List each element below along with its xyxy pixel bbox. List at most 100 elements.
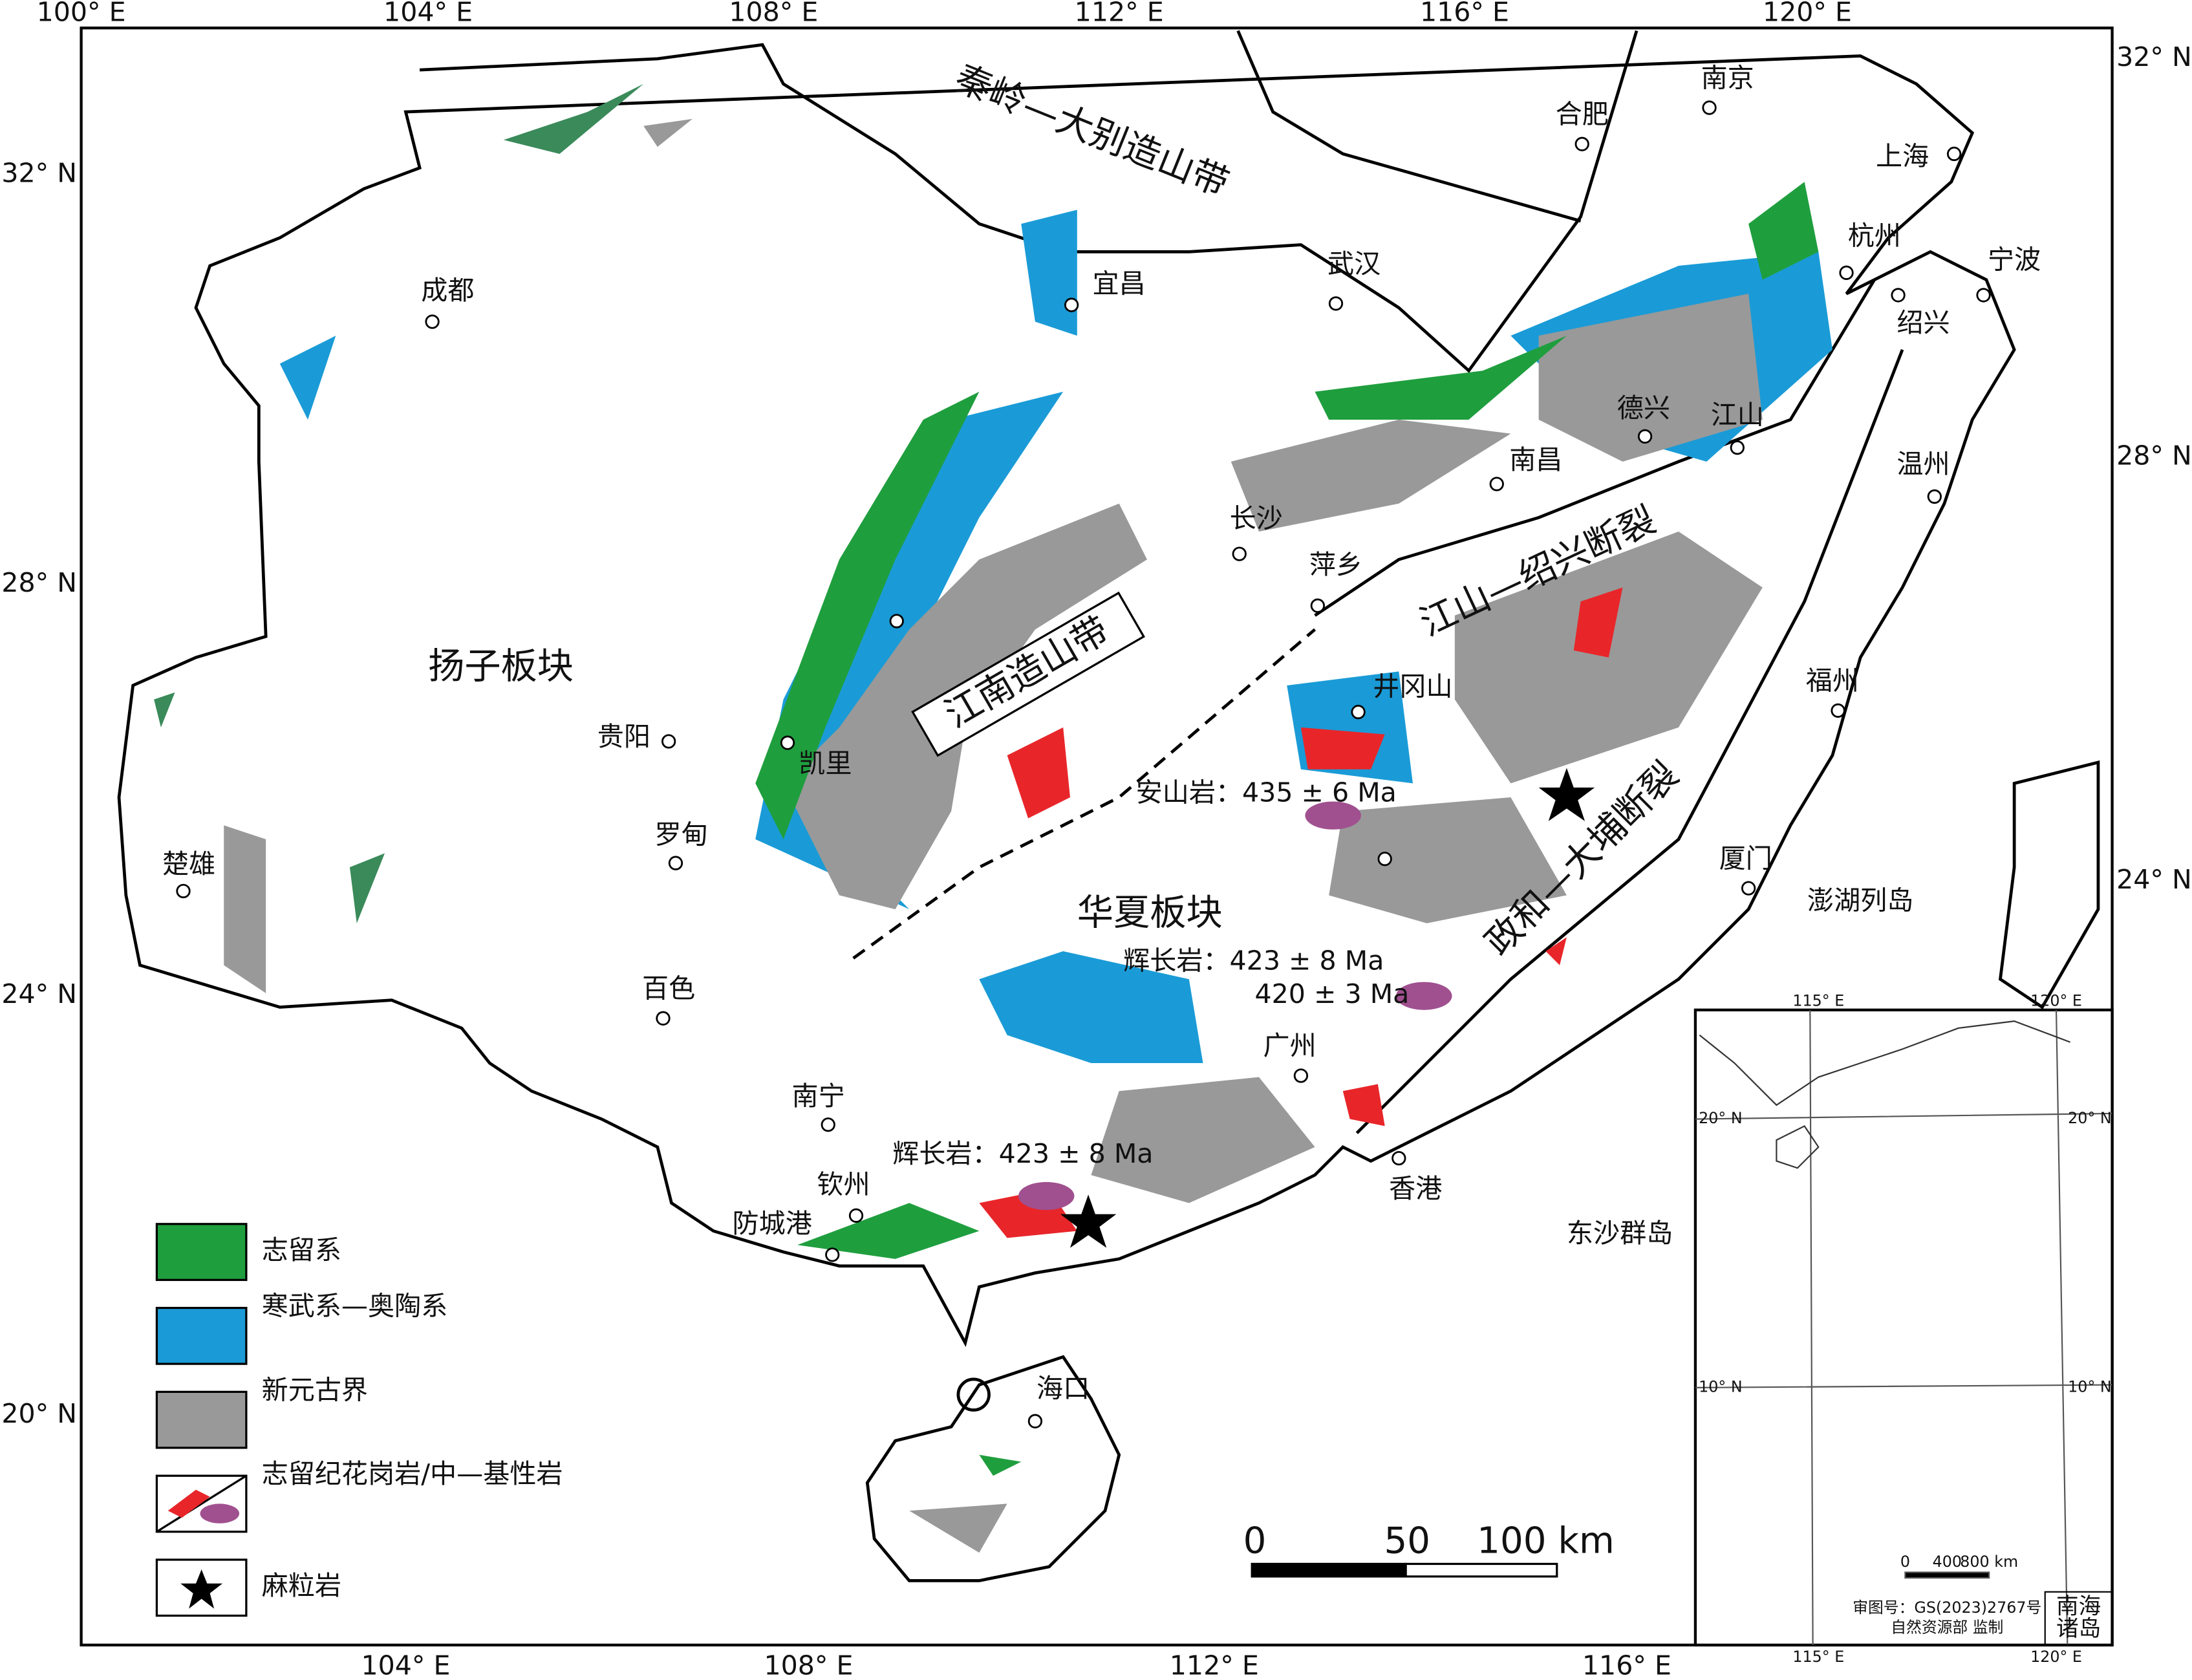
city-dot — [1946, 146, 1962, 162]
legend-label: 志留系 — [262, 1234, 341, 1265]
city-dot — [1741, 881, 1756, 896]
strata — [154, 83, 1832, 1553]
city-dot — [1976, 288, 1991, 303]
inset-lat: 20° N — [2068, 1109, 2112, 1127]
city-dot — [1702, 100, 1717, 115]
inset-lat: 20° N — [1699, 1109, 1743, 1127]
lat-label: 24° N — [1, 978, 77, 1009]
region-box — [911, 591, 1146, 757]
island-label: 澎湖列岛 — [1807, 885, 1913, 916]
city-label: 楚雄 — [162, 848, 215, 879]
city-dot — [1232, 546, 1247, 561]
city-dot — [1574, 136, 1589, 151]
city-label: 贵阳 — [597, 721, 650, 752]
inset — [1693, 1008, 2114, 1647]
city-label: 香港 — [1389, 1173, 1442, 1204]
city-dot — [1637, 429, 1653, 444]
inset-scale: 800 km — [1960, 1553, 2018, 1571]
inset-lon: 120° E — [2030, 1648, 2082, 1666]
inset-title: 诸岛 — [2056, 1616, 2101, 1642]
lon-label: 112° E — [1075, 0, 1164, 28]
lon-label: 104° E — [361, 1650, 450, 1680]
city-dot — [1891, 288, 1906, 303]
lat-label: 20° N — [1, 1398, 77, 1429]
lat-label: 28° N — [2116, 440, 2192, 471]
lon-label: 116° E — [1420, 0, 1509, 28]
city-label: 江山 — [1711, 400, 1764, 431]
age-label: 安山岩：435 ± 6 Ma — [1136, 777, 1397, 808]
lon-label: 116° E — [1582, 1650, 1671, 1680]
scale-bar — [1251, 1562, 1558, 1578]
city-dot — [1927, 489, 1942, 504]
city-label: 温州 — [1897, 448, 1950, 479]
legend-label: 新元古界 — [262, 1374, 368, 1405]
city-dot — [848, 1208, 864, 1223]
age-label: 辉长岩：423 ± 8 Ma — [1123, 945, 1384, 976]
city-dot — [1027, 1414, 1043, 1428]
lon-label: 112° E — [1170, 1650, 1259, 1680]
city-label: 德兴 — [1617, 393, 1670, 424]
region-label: 扬子板块 — [428, 646, 574, 688]
lat-label: 28° N — [1, 567, 77, 598]
scale-label: 50 — [1384, 1520, 1431, 1562]
inset-lat: 10° N — [1699, 1377, 1743, 1395]
city-dot — [1730, 440, 1745, 455]
age-label: 辉长岩：423 ± 8 Ma — [892, 1138, 1153, 1169]
inset-lon: 115° E — [1792, 1648, 1844, 1666]
lon-label: 108° E — [729, 0, 818, 28]
city-dot — [1310, 598, 1326, 613]
legend-label: 麻粒岩 — [262, 1570, 341, 1601]
city-dot — [1064, 297, 1079, 312]
city-dot — [1831, 703, 1845, 718]
city-label: 凯里 — [799, 748, 852, 779]
city-dot — [1377, 852, 1392, 867]
city-dot — [780, 735, 795, 750]
outlines — [117, 30, 2100, 1582]
lat-label: 32° N — [2116, 41, 2192, 72]
legend-label: 志留纪花岗岩/中—基性岩 — [262, 1458, 563, 1489]
scale-label: 0 — [1243, 1520, 1267, 1562]
city-label: 百色 — [642, 973, 695, 1004]
lon-label: 108° E — [764, 1650, 853, 1680]
city-dot — [1839, 265, 1854, 280]
lat-label: 24° N — [2116, 864, 2192, 895]
city-dot — [1328, 296, 1344, 311]
region-label: 华夏板块 — [1077, 892, 1223, 934]
city-dot — [668, 856, 683, 870]
inset-title: 南海 — [2056, 1594, 2101, 1620]
city-label: 武汉 — [1327, 248, 1381, 279]
legend-swatches — [155, 1223, 248, 1617]
city-label: 广州 — [1263, 1030, 1316, 1061]
city-label: 福州 — [1806, 665, 1859, 696]
lon-label: 120° E — [1763, 0, 1852, 28]
inset-scale: 400 — [1933, 1553, 1962, 1571]
city-dot — [1489, 477, 1504, 491]
inset-lon: 120° E — [2030, 991, 2082, 1009]
city-dot — [425, 314, 440, 329]
city-label: 成都 — [421, 275, 474, 306]
city-dot — [825, 1247, 840, 1262]
city-label: 宁波 — [1988, 244, 2041, 275]
lat-label: 32° N — [1, 157, 77, 188]
city-label: 防城港 — [733, 1208, 812, 1239]
inset-lon: 115° E — [1792, 991, 1844, 1009]
city-label: 萍乡 — [1309, 549, 1362, 580]
city-dot — [821, 1117, 835, 1132]
city-dot — [176, 883, 191, 899]
city-label: 南京 — [1701, 62, 1754, 93]
inset-scale: 0 — [1900, 1553, 1910, 1571]
city-label: 绍兴 — [1897, 307, 1950, 338]
city-label: 罗甸 — [655, 819, 708, 850]
scale-label: 100 km — [1477, 1520, 1615, 1562]
city-dot — [1391, 1150, 1406, 1166]
city-label: 上海 — [1876, 140, 1929, 171]
inset-note: 自然资源部 监制 — [1891, 1618, 2003, 1636]
map-frame — [80, 27, 2114, 1647]
lon-label: 104° E — [383, 0, 473, 28]
island-label: 东沙群岛 — [1567, 1218, 1673, 1249]
city-label: 南昌 — [1509, 444, 1562, 475]
city-label: 杭州 — [1848, 221, 1901, 252]
city-dot — [661, 734, 676, 749]
city-label: 宜昌 — [1093, 268, 1146, 299]
